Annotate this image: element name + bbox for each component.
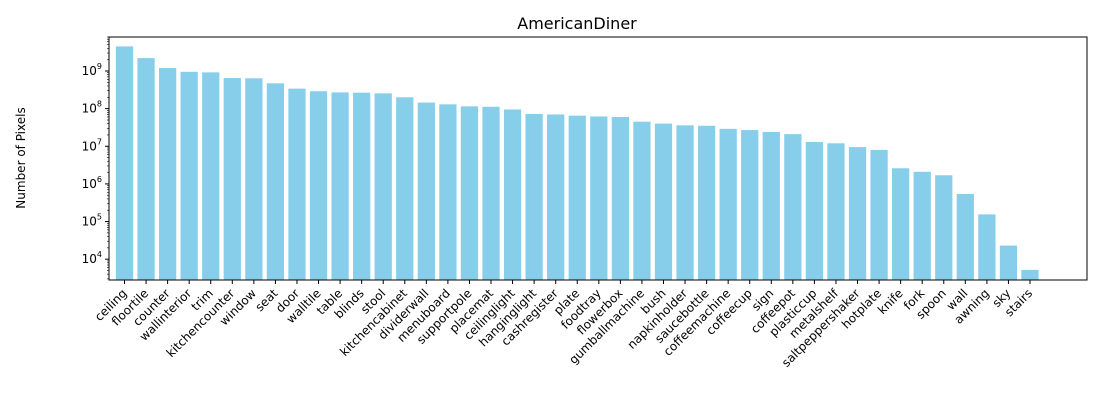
bar-coffeecup — [741, 130, 759, 280]
y-tick-label: 105 — [82, 213, 102, 229]
bar-gumballmachine — [633, 121, 651, 281]
y-tick-label: 108 — [82, 100, 102, 116]
y-tick-label: 109 — [82, 62, 102, 78]
bar-hotplate — [870, 149, 888, 280]
bar-awning — [978, 214, 996, 280]
bar-dividerwall — [417, 102, 435, 280]
bar-walltile — [309, 91, 328, 280]
bar-hanginglight — [525, 114, 543, 280]
bar-coffeemachine — [719, 128, 737, 280]
bar-saltpeppershaker — [848, 147, 867, 280]
bar-fork — [913, 171, 931, 280]
bar-kitchencabinet — [396, 97, 414, 280]
y-tick-label: 106 — [82, 175, 102, 191]
bar-wall — [956, 193, 974, 280]
bar-placemat — [482, 106, 500, 280]
bar-sky — [999, 245, 1018, 280]
plot-frame — [108, 36, 1088, 281]
chart-title: AmericanDiner — [517, 14, 637, 33]
bar-counter — [159, 68, 177, 280]
bar-bush — [654, 123, 673, 280]
y-ticks-layer: 104 105 106 107 108 109 — [82, 36, 109, 280]
bar-flowerbox — [611, 116, 629, 280]
bar-plate — [568, 115, 586, 280]
bar-menuboard — [439, 104, 457, 280]
bar-metalshelf — [827, 143, 845, 280]
bar-foodtray — [590, 116, 608, 280]
bar-knife — [892, 168, 910, 280]
bars-layer — [115, 46, 1039, 281]
bar-trim — [202, 72, 220, 280]
bar-table — [331, 92, 349, 281]
bar-ceiling — [115, 46, 134, 280]
bar-window — [245, 78, 263, 280]
bar-ceilinglight — [503, 109, 522, 280]
bar-spoon — [935, 175, 953, 280]
bar-napkinholder — [676, 125, 694, 280]
bar-wallinterior — [180, 71, 198, 280]
bar-floortile — [137, 58, 155, 280]
bar-seat — [266, 83, 285, 280]
bar-cashregister — [547, 114, 565, 281]
y-tick-label: 104 — [82, 250, 102, 266]
bar-blinds — [353, 92, 371, 280]
bar-sign — [762, 131, 780, 280]
y-tick-label: 107 — [82, 137, 102, 153]
bar-stool — [374, 93, 392, 280]
y-axis-label: Number of Pixels — [14, 107, 28, 208]
bar-door — [288, 88, 306, 280]
bar-kitchencounter — [223, 78, 241, 280]
bar-coffeepot — [784, 134, 802, 280]
bar-stairs — [1021, 269, 1039, 280]
bar-saucebottle — [697, 125, 716, 280]
bar-plasticcup — [805, 141, 824, 280]
bar-supportpole — [460, 106, 479, 280]
x-ticks-layer: ceilingfloortilecounterwallinteriortrimk… — [92, 280, 1035, 370]
